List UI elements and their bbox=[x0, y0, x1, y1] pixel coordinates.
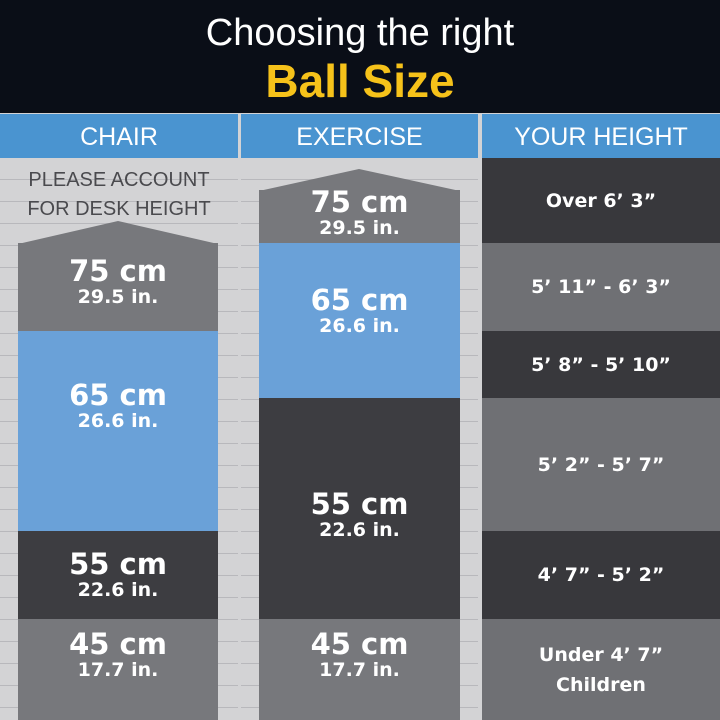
size-cm: 45 cm bbox=[69, 626, 167, 661]
size-in: 17.7 in. bbox=[77, 658, 159, 681]
chair-column-header: CHAIR bbox=[0, 114, 238, 158]
note-line: FOR DESK HEIGHT bbox=[27, 198, 211, 220]
title-line2: Ball Size bbox=[265, 55, 455, 107]
height-label: Children bbox=[556, 673, 646, 696]
size-in: 26.6 in. bbox=[319, 314, 400, 337]
size-in: 26.6 in. bbox=[77, 410, 159, 432]
desk-height-note: PLEASE ACCOUNT FOR DESK HEIGHT bbox=[0, 166, 238, 224]
size-in: 22.6 in. bbox=[319, 518, 400, 541]
height-row: 5’ 2” - 5’ 7” bbox=[482, 398, 720, 531]
height-row: 5’ 11” - 6’ 3” bbox=[482, 243, 720, 331]
size-cm: 55 cm bbox=[310, 486, 409, 521]
size-cm: 75 cm bbox=[310, 184, 409, 219]
height-row: 4’ 7” - 5’ 2” bbox=[482, 531, 720, 619]
chair-size-65: 65 cm 26.6 in. bbox=[18, 331, 218, 531]
size-in: 22.6 in. bbox=[77, 579, 159, 601]
chair-size-45: 45 cm 17.7 in. bbox=[18, 619, 218, 720]
title-banner: Choosing the right Ball Size bbox=[0, 0, 720, 113]
note-line: PLEASE ACCOUNT bbox=[28, 169, 210, 191]
size-in: 29.5 in. bbox=[77, 286, 159, 308]
size-cm: 75 cm bbox=[69, 254, 167, 288]
exercise-size-75: 75 cm 29.5 in. bbox=[259, 184, 460, 243]
title-line1: Choosing the right bbox=[205, 12, 515, 54]
chair-arrow-tip bbox=[18, 221, 218, 244]
size-cm: 65 cm bbox=[69, 378, 167, 412]
height-column-header: YOUR HEIGHT bbox=[482, 114, 720, 158]
size-in: 17.7 in. bbox=[319, 658, 400, 681]
size-cm: 65 cm bbox=[310, 282, 409, 317]
chair-size-55: 55 cm 22.6 in. bbox=[18, 531, 218, 619]
exercise-column-header: EXERCISE bbox=[241, 114, 478, 158]
exercise-arrow-tip bbox=[259, 169, 460, 191]
height-label: Under 4’ 7” bbox=[538, 643, 664, 666]
size-cm: 45 cm bbox=[310, 626, 409, 661]
exercise-size-55: 55 cm 22.6 in. bbox=[259, 398, 460, 619]
height-row: Over 6’ 3” bbox=[482, 158, 720, 243]
chair-size-75: 75 cm 29.5 in. bbox=[18, 243, 218, 331]
size-cm: 55 cm bbox=[69, 547, 167, 581]
size-in: 29.5 in. bbox=[319, 216, 400, 239]
height-row: Under 4’ 7” Children bbox=[482, 619, 720, 720]
height-row: 5’ 8” - 5’ 10” bbox=[482, 331, 720, 398]
exercise-size-65: 65 cm 26.6 in. bbox=[259, 243, 460, 398]
exercise-size-45: 45 cm 17.7 in. bbox=[259, 619, 460, 720]
